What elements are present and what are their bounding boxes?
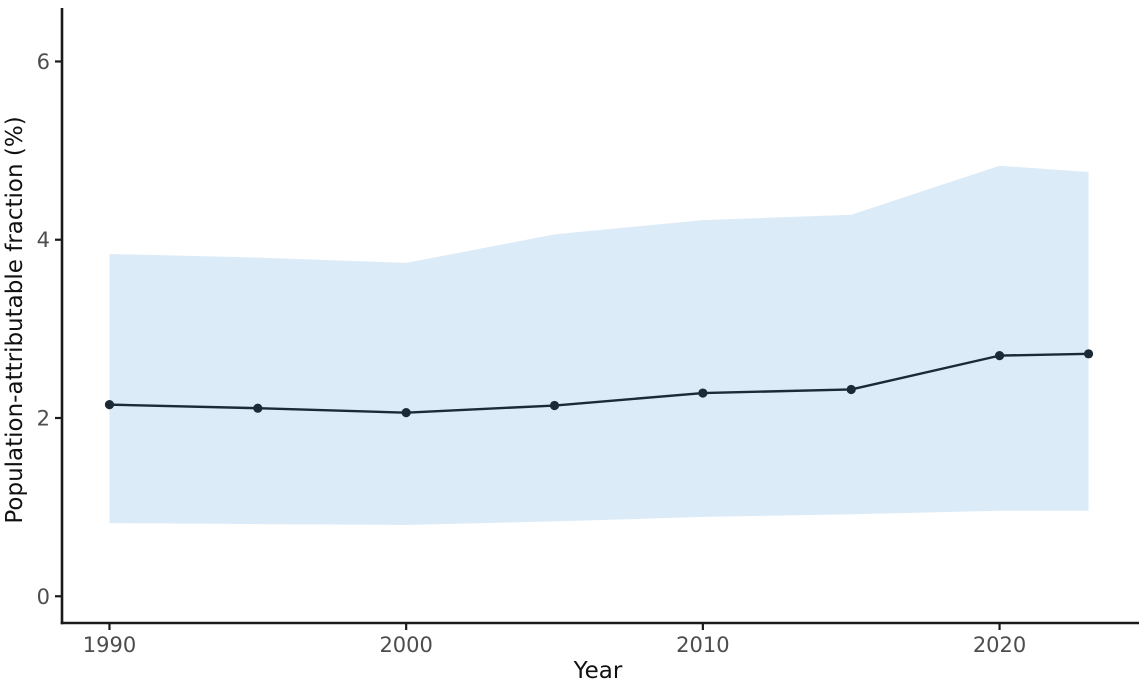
trend-line xyxy=(108,352,1090,414)
data-point xyxy=(401,408,411,418)
y-tick-label: 4 xyxy=(37,228,50,252)
data-point xyxy=(253,403,263,413)
y-tick-label: 2 xyxy=(37,407,50,431)
uncertainty-band xyxy=(109,165,1089,525)
data-series-layer xyxy=(104,349,1094,418)
x-tick-label: 2020 xyxy=(973,633,1026,657)
x-tick-label: 1990 xyxy=(83,633,136,657)
y-axis-title: Population-attributable fraction (%) xyxy=(2,116,28,523)
x-axis-title: Year xyxy=(573,658,623,684)
data-point xyxy=(846,384,856,395)
axes-layer xyxy=(55,8,1139,630)
x-tick-label: 2000 xyxy=(379,633,432,657)
data-point xyxy=(1083,349,1094,359)
tick-label-layer: 0 2 4 6 1990 2000 2010 2020 xyxy=(37,50,1027,657)
data-point xyxy=(698,388,708,398)
data-point xyxy=(994,351,1005,361)
confidence-band-layer xyxy=(109,165,1089,525)
data-point xyxy=(549,400,560,411)
y-tick-label: 0 xyxy=(37,585,50,609)
data-point xyxy=(104,400,115,410)
y-tick-label: 6 xyxy=(37,50,50,74)
x-tick-label: 2010 xyxy=(676,633,729,657)
